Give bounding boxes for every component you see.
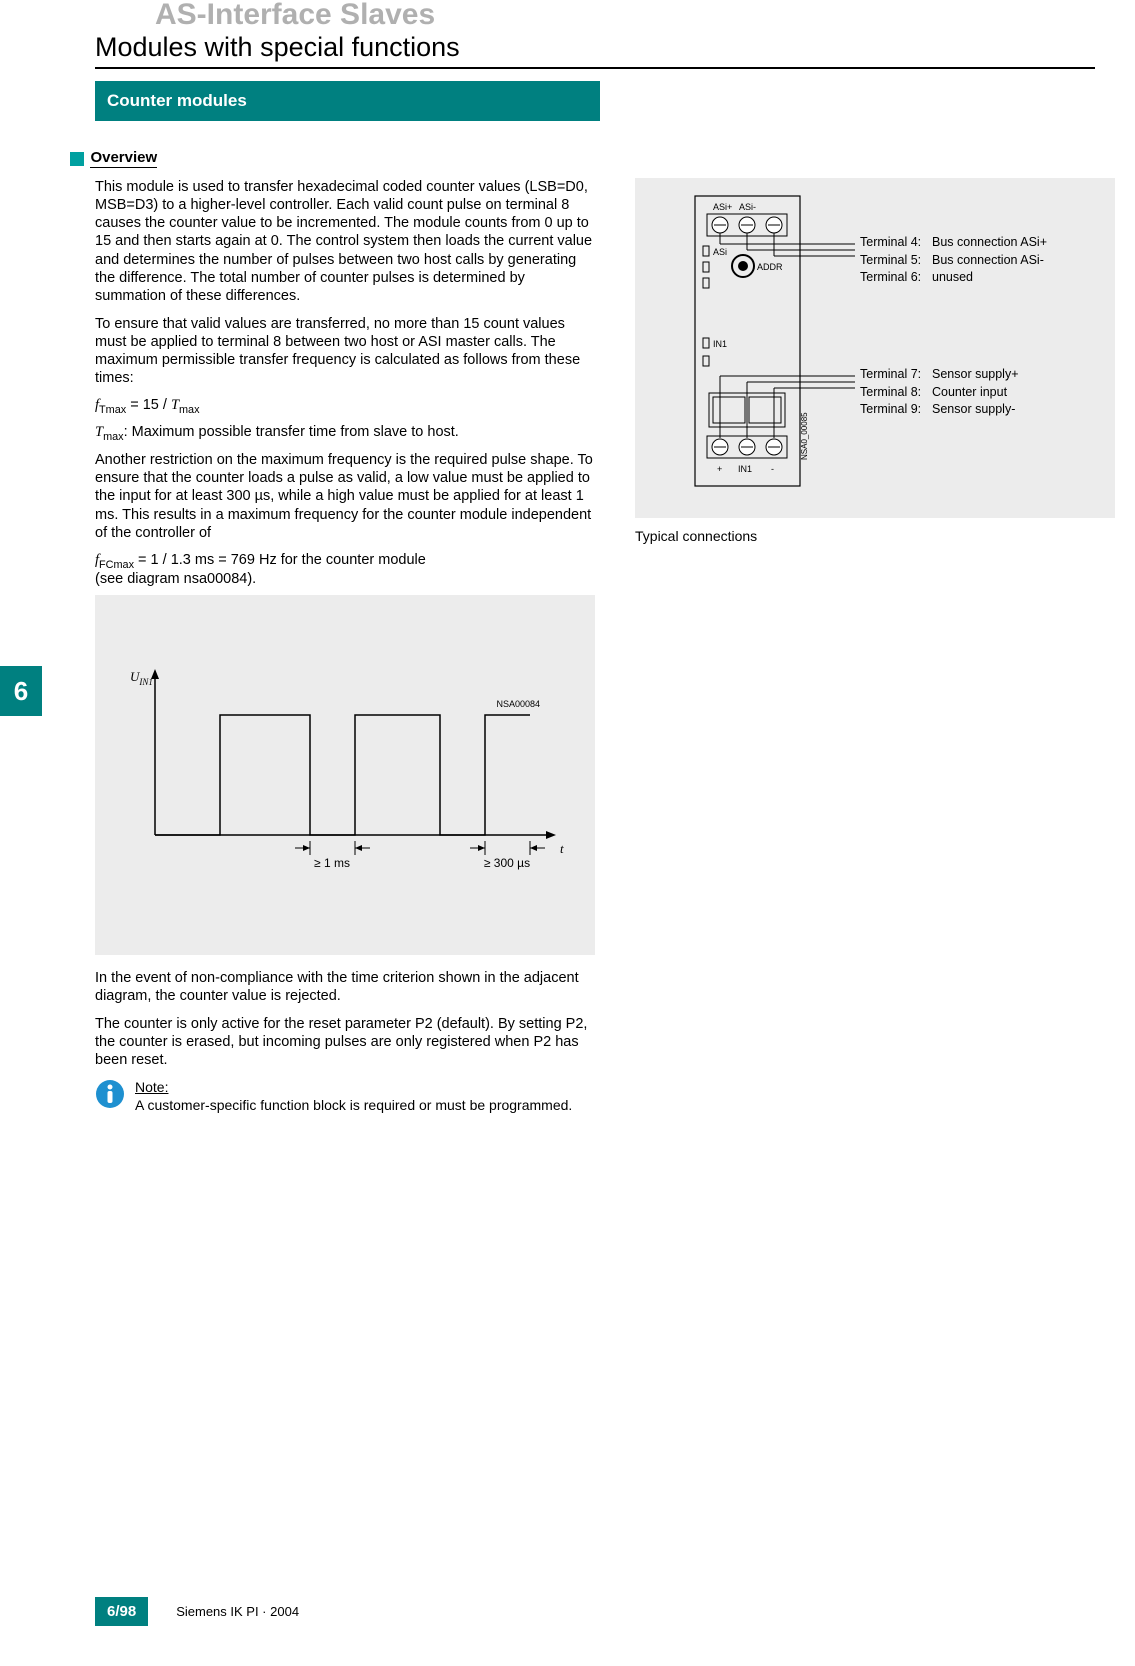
wiring-in1-led: IN1 [713, 339, 727, 349]
timing-y-sub: IN1 [138, 677, 153, 687]
term4-n: Terminal 4: [860, 234, 932, 252]
side-tab: 6 [0, 666, 42, 716]
wiring-caption: Typical connections [635, 528, 1115, 544]
header-gray-title: AS-Interface Slaves [95, 0, 1095, 30]
svg-text:UIN1: UIN1 [130, 669, 153, 687]
wiring-code: NSA0_00085 [800, 412, 809, 460]
overview-square-icon [70, 152, 84, 166]
term6-n: Terminal 6: [860, 269, 932, 287]
term5-d: Bus connection ASi- [932, 253, 1044, 267]
paragraph-2: To ensure that valid values are transfer… [95, 315, 595, 388]
wiring-addr: ADDR [757, 262, 783, 272]
formula-1: fTmax = 15 / Tmax [95, 397, 595, 416]
info-icon [95, 1079, 125, 1109]
timing-code: NSA00084 [496, 699, 540, 709]
footer-page: 6/98 [95, 1597, 148, 1626]
term9-d: Sensor supply- [932, 402, 1015, 416]
term4-d: Bus connection ASi+ [932, 235, 1047, 249]
term5-n: Terminal 5: [860, 252, 932, 270]
wiring-plus: + [717, 464, 722, 474]
wiring-asi-plus: ASi+ [713, 202, 732, 212]
overview-heading-row: Overview [70, 149, 1095, 168]
right-column: ASi+ ASi- ASi ADDR IN1 [635, 178, 1115, 1114]
left-column: This module is used to transfer hexadeci… [95, 178, 595, 1114]
timing-diagram-svg: NSA00084 UIN1 t ≥ 1 ms [95, 595, 595, 955]
wiring-diagram: ASi+ ASi- ASi ADDR IN1 [635, 178, 1115, 518]
paragraph-4: In the event of non-compliance with the … [95, 969, 595, 1005]
term7-d: Sensor supply+ [932, 367, 1019, 381]
footer: 6/98 Siemens IK PI · 2004 [95, 1597, 299, 1626]
note-row: Note: A customer-specific function block… [95, 1079, 595, 1114]
term9-n: Terminal 9: [860, 401, 932, 419]
footer-text: Siemens IK PI · 2004 [176, 1604, 299, 1619]
paragraph-3: Another restriction on the maximum frequ… [95, 451, 595, 542]
paragraph-1: This module is used to transfer hexadeci… [95, 178, 595, 305]
formula-3: fFCmax = 1 / 1.3 ms = 769 Hz for the cou… [95, 552, 595, 587]
timing-annot-high: ≥ 1 ms [314, 856, 350, 870]
formula-2: Tmax: Maximum possible transfer time fro… [95, 424, 595, 443]
term6-d: unused [932, 270, 973, 284]
overview-label: Overview [90, 149, 157, 168]
note-title: Note: [135, 1079, 168, 1095]
term7-n: Terminal 7: [860, 366, 932, 384]
wiring-asi-minus: ASi- [739, 202, 756, 212]
timing-annot-low: ≥ 300 µs [484, 856, 530, 870]
terminal-labels-top: Terminal 4:Bus connection ASi+ Terminal … [860, 234, 1047, 287]
wiring-diagram-svg: ASi+ ASi- ASi ADDR IN1 [635, 178, 1115, 518]
term8-n: Terminal 8: [860, 384, 932, 402]
wiring-in1-bottom: IN1 [738, 464, 752, 474]
terminal-labels-bottom: Terminal 7:Sensor supply+ Terminal 8:Cou… [860, 366, 1019, 419]
note-body: A customer-specific function block is re… [135, 1097, 572, 1113]
header-black-title: Modules with special functions [95, 32, 1095, 69]
wiring-asi: ASi [713, 247, 727, 257]
timing-x-label: t [560, 841, 564, 856]
term8-d: Counter input [932, 385, 1007, 399]
wiring-minus: - [771, 464, 774, 474]
timing-diagram: NSA00084 UIN1 t ≥ 1 ms [95, 595, 595, 955]
section-teal-bar: Counter modules [95, 81, 600, 121]
paragraph-5: The counter is only active for the reset… [95, 1015, 595, 1069]
